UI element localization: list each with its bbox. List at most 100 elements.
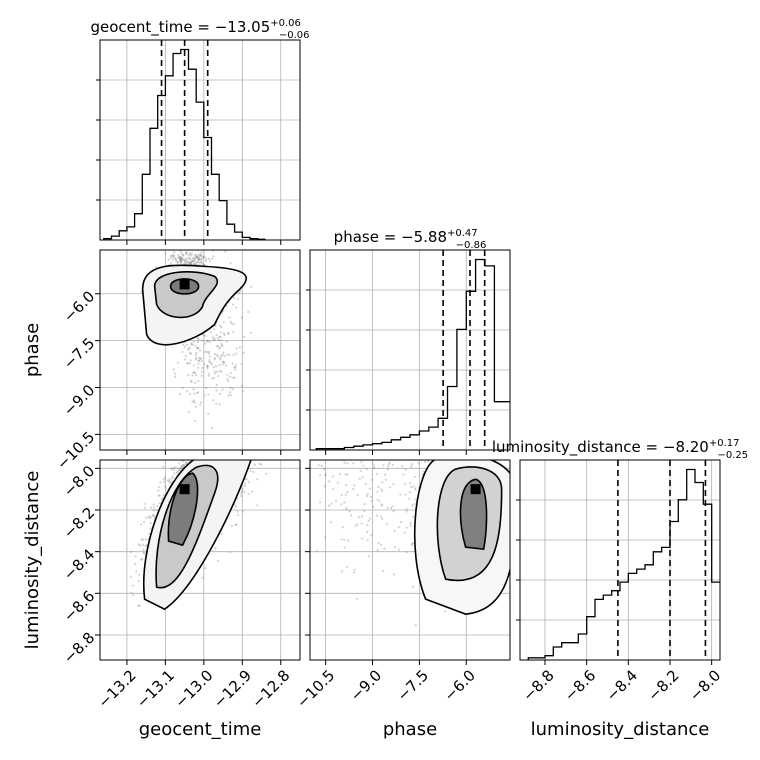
scatter-point <box>377 542 380 545</box>
scatter-point <box>140 557 144 561</box>
scatter-point <box>214 352 217 356</box>
scatter-point <box>227 394 230 397</box>
x-tick-label: −8.0 <box>686 666 724 704</box>
scatter-point <box>247 428 249 430</box>
scatter-point <box>364 453 366 455</box>
scatter-point <box>476 429 478 431</box>
panel-frame <box>99 249 301 451</box>
scatter-point <box>183 345 186 348</box>
scatter-point <box>134 555 137 558</box>
scatter-point <box>367 519 370 522</box>
scatter-point <box>224 452 226 454</box>
scatter-point <box>189 352 192 355</box>
scatter-point <box>319 474 322 477</box>
scatter-point <box>241 384 244 388</box>
scatter-point <box>444 457 446 459</box>
scatter-point <box>152 513 155 517</box>
scatter-point <box>187 237 189 239</box>
scatter-point <box>232 331 235 334</box>
histogram-luminosity-distance <box>520 460 720 660</box>
scatter-point <box>152 506 156 509</box>
scatter-point <box>215 365 218 368</box>
scatter-point <box>393 546 397 549</box>
scatter-point <box>194 344 197 347</box>
scatter-point <box>144 545 147 548</box>
scatter-point <box>234 444 236 446</box>
scatter-point <box>199 253 202 256</box>
histogram-bin <box>466 291 475 450</box>
scatter-point <box>132 584 135 587</box>
scatter-point <box>215 370 219 374</box>
scatter-point <box>129 575 132 578</box>
scatter-point <box>433 452 435 454</box>
scatter-point <box>323 485 326 488</box>
scatter-point <box>210 361 213 364</box>
scatter-point <box>512 413 514 415</box>
scatter-point <box>162 465 165 468</box>
scatter-point <box>179 466 182 469</box>
scatter-point <box>195 436 197 438</box>
scatter-point <box>324 536 327 539</box>
scatter-point <box>420 403 422 405</box>
scatter-point <box>305 526 307 528</box>
scatter-point <box>258 462 261 466</box>
scatter-point <box>257 422 259 424</box>
scatter-point <box>356 523 359 526</box>
scatter-point <box>222 457 224 459</box>
scatter-point <box>274 438 276 440</box>
x-tick-label: −7.5 <box>394 666 432 704</box>
scatter-point <box>164 252 167 255</box>
scatter-point <box>372 463 375 466</box>
scatter-point <box>187 348 190 351</box>
scatter-point <box>515 537 517 539</box>
axis-ticks: −13.2−13.1−13.0−12.9−12.8 −10.5 −9.0 −7.5 −6… <box>53 79 724 712</box>
scatter-point <box>226 373 229 376</box>
scatter-point <box>446 440 448 442</box>
scatter-point <box>176 361 179 364</box>
scatter-point <box>340 493 343 497</box>
scatter-point <box>141 544 145 547</box>
scatter-point <box>232 438 234 440</box>
scatter-point <box>210 426 214 429</box>
scatter-point <box>203 394 206 397</box>
panel-frame <box>99 459 301 661</box>
scatter-point <box>166 479 169 482</box>
scatter-point <box>247 492 250 495</box>
scatter-point <box>227 457 229 459</box>
scatter-point <box>172 254 175 257</box>
scatter-point <box>143 502 146 505</box>
scatter-point <box>454 406 456 408</box>
scatter-point <box>474 446 476 448</box>
scatter-point <box>194 458 196 460</box>
scatter-point <box>479 442 481 444</box>
scatter-point <box>414 488 417 491</box>
x-tick-label: −9.0 <box>347 666 385 704</box>
scatter-point <box>512 483 514 485</box>
scatter-point <box>216 453 218 455</box>
scatter-point <box>213 357 216 360</box>
scatter-point <box>200 260 203 263</box>
scatter-point <box>191 343 194 346</box>
scatter-point <box>195 261 198 264</box>
scatter-point <box>240 440 242 442</box>
scatter-point <box>176 260 179 263</box>
scatter-point <box>132 594 135 597</box>
scatter-point <box>487 444 489 446</box>
scatter-point <box>171 452 173 454</box>
scatter-point <box>380 543 383 546</box>
x-tick-label: −13.2 <box>94 666 139 711</box>
scatter-point <box>182 258 185 261</box>
histogram-bin <box>662 547 670 660</box>
scatter-point <box>334 452 336 454</box>
scatter-point <box>198 220 200 222</box>
histogram-bin <box>119 231 127 240</box>
histogram-bin <box>587 617 595 660</box>
scatter-point <box>229 320 232 323</box>
x-tick-label: −8.6 <box>561 666 599 704</box>
scatter-point <box>242 351 245 354</box>
scatter-point <box>160 497 164 500</box>
scatter-point <box>468 455 470 457</box>
scatter-point <box>360 515 364 518</box>
scatter-point <box>227 332 230 335</box>
scatter-point <box>201 237 203 239</box>
